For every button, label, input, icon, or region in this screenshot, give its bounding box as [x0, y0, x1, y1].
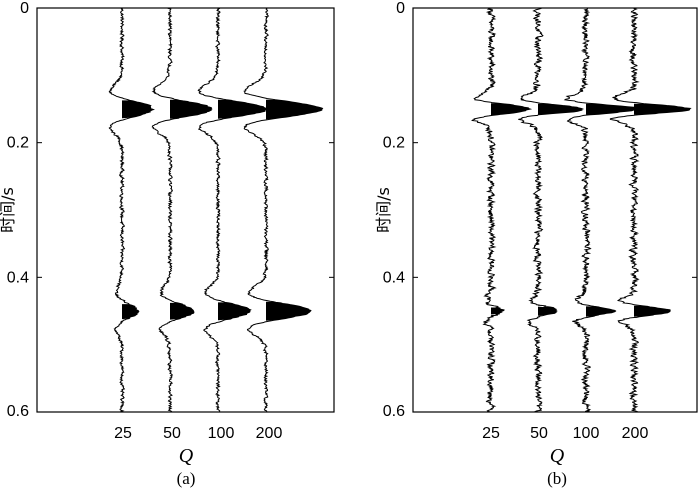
x-category-label: 50 — [163, 425, 181, 442]
y-axis-label: 时间/s — [0, 187, 17, 233]
trace-q100 — [563, 7, 640, 413]
trace-q200 — [243, 7, 324, 413]
trace-fill-q25 — [491, 103, 531, 316]
chart-panel-a: 0 0.2 0.4 0.6 时间/s 25 50 100 200 Q (a) — [0, 0, 335, 488]
trace-fill-q25 — [122, 100, 154, 320]
x-axis-label: Q — [550, 445, 565, 467]
chart-panel-b: 0 0.2 0.4 0.6 时间/s 25 50 100 200 Q (b) — [374, 0, 698, 488]
trace-fill-q50 — [538, 103, 583, 316]
trace-q50 — [518, 7, 585, 413]
x-category-label: 25 — [114, 425, 132, 442]
trace-q200 — [609, 7, 692, 413]
y-tick-label: 0.2 — [7, 135, 29, 152]
x-category-label: 50 — [530, 425, 548, 442]
y-axis-label: 时间/s — [374, 187, 393, 233]
y-tick-label: 0.4 — [383, 269, 405, 286]
x-axis-label: Q — [179, 445, 194, 467]
panel-label: (a) — [177, 469, 196, 488]
trace-q25 — [471, 7, 533, 413]
y-tick-label: 0.2 — [383, 135, 405, 152]
panel-label: (b) — [547, 469, 567, 488]
trace-q50 — [151, 7, 213, 413]
trace-q25 — [108, 7, 155, 413]
trace-q100 — [197, 7, 268, 413]
x-category-label: 100 — [208, 425, 235, 442]
x-category-label: 200 — [256, 425, 283, 442]
y-tick-label: 0.6 — [383, 403, 405, 420]
y-tick-label: 0 — [396, 0, 405, 17]
trace-fill-q100 — [218, 99, 267, 321]
plot-frame — [36, 7, 335, 413]
trace-fill-q200 — [634, 103, 691, 317]
y-tick-label: 0.6 — [7, 403, 29, 420]
y-tick-label: 0 — [20, 0, 29, 17]
x-category-label: 200 — [622, 425, 649, 442]
plot-frame — [412, 7, 698, 413]
y-tick-label: 0.4 — [7, 269, 29, 286]
x-category-label: 100 — [573, 425, 600, 442]
trace-fill-q200 — [266, 99, 323, 321]
x-category-label: 25 — [482, 425, 500, 442]
